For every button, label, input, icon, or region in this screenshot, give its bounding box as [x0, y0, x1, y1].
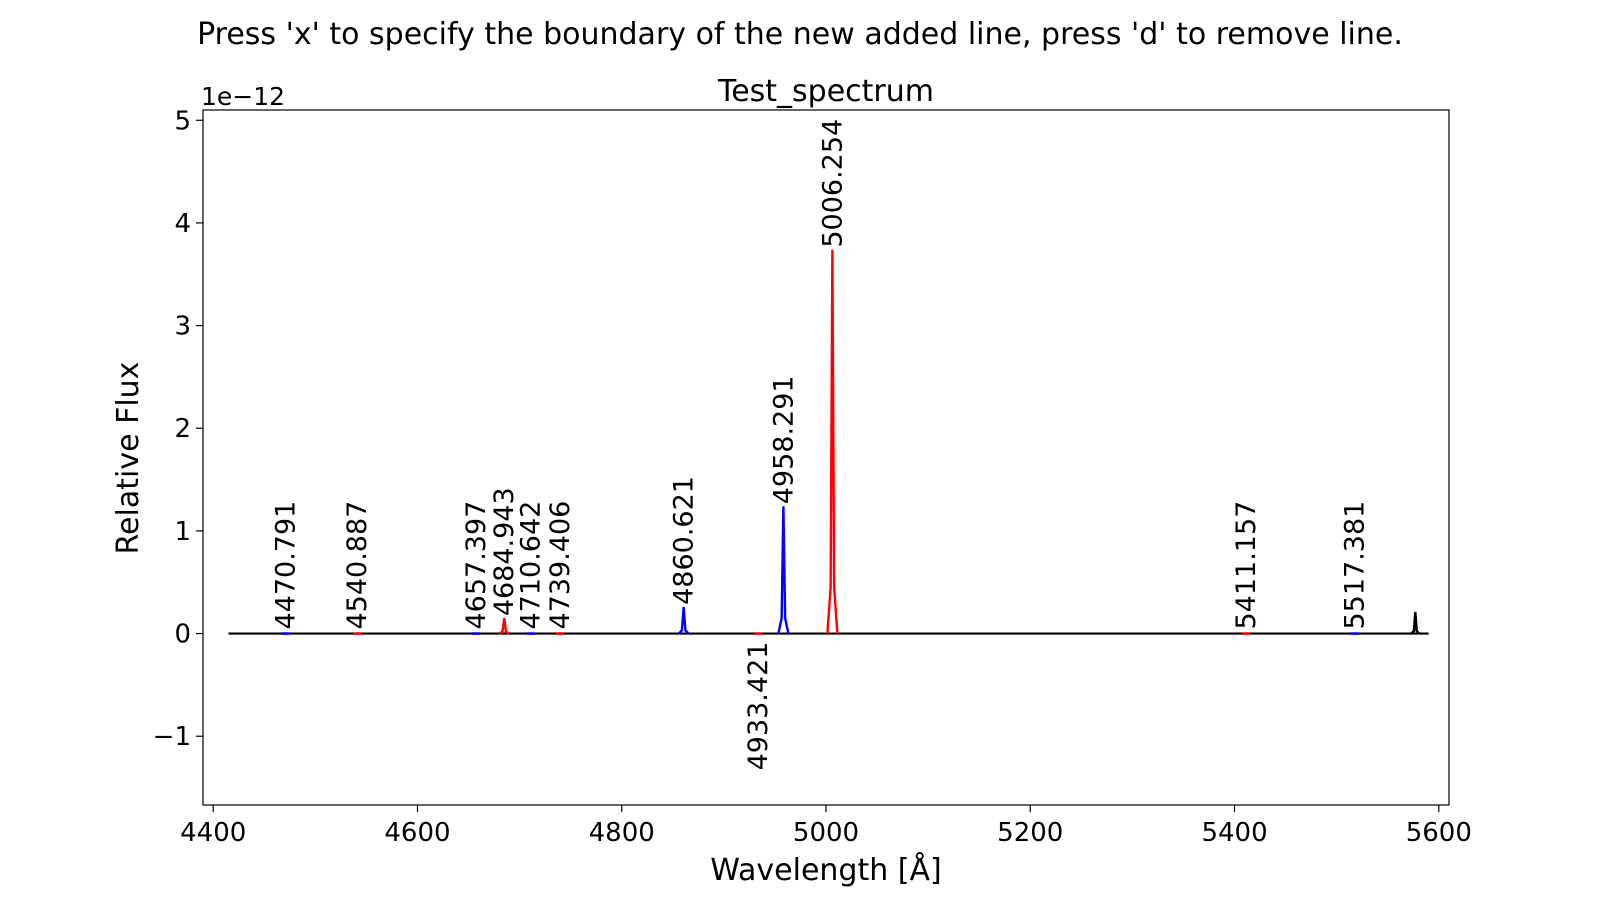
- line-wavelength-label[interactable]: 4933.421: [743, 642, 774, 771]
- line-wavelength-label[interactable]: 5411.157: [1231, 501, 1262, 630]
- x-axis-label: Wavelength [Å]: [710, 852, 941, 888]
- y-tick-label: 5: [174, 106, 191, 136]
- line-wavelength-label[interactable]: 4710.642: [515, 501, 546, 630]
- y-tick-label: −1: [153, 722, 191, 752]
- y-tick-label: 2: [174, 414, 191, 444]
- line-wavelength-label[interactable]: 4958.291: [768, 375, 799, 504]
- x-tick-label: 5400: [1201, 818, 1267, 848]
- x-axis: 4400 4600 4800 5000 5200 5400 5600: [180, 805, 1472, 848]
- x-tick-label: 4600: [384, 818, 450, 848]
- emission-line-profile: [677, 606, 690, 635]
- y-tick-label: 0: [174, 620, 191, 650]
- x-tick-label: 5600: [1406, 818, 1472, 848]
- x-tick-label: 5200: [997, 818, 1063, 848]
- line-wavelength-label[interactable]: 4540.887: [342, 501, 373, 630]
- line-wavelength-label[interactable]: 4684.943: [489, 487, 520, 616]
- extra-peak: [1410, 611, 1421, 635]
- y-axis: −1 0 1 2 3 4 5: [153, 106, 203, 752]
- chart-title: Test_spectrum: [717, 74, 934, 109]
- y-tick-label: 3: [174, 312, 191, 342]
- plot-area[interactable]: 4470.791 4540.887 4657.3974684.9434710.642…: [228, 119, 1429, 771]
- y-tick-label: 4: [174, 209, 191, 239]
- line-wavelength-label[interactable]: 4860.621: [669, 476, 700, 605]
- line-wavelength-label[interactable]: 5006.254: [817, 119, 848, 248]
- line-wavelength-label[interactable]: 4657.397: [461, 501, 492, 630]
- line-wavelength-label[interactable]: 5517.381: [1339, 501, 1370, 630]
- instruction-text: Press 'x' to specify the boundary of the…: [197, 17, 1403, 52]
- x-tick-label: 4400: [180, 818, 246, 848]
- line-wavelength-label[interactable]: 4470.791: [271, 501, 302, 630]
- y-axis-label: Relative Flux: [111, 362, 146, 555]
- x-tick-label: 5000: [793, 818, 859, 848]
- y-tick-label: 1: [174, 517, 191, 547]
- line-wavelength-label[interactable]: 4739.406: [545, 501, 576, 630]
- x-tick-label: 4800: [589, 818, 655, 848]
- emission-line-profile: [498, 618, 510, 635]
- emission-line-profile: [777, 506, 790, 634]
- emission-line-profile: [826, 249, 839, 634]
- y-offset-label: 1e−12: [201, 82, 285, 111]
